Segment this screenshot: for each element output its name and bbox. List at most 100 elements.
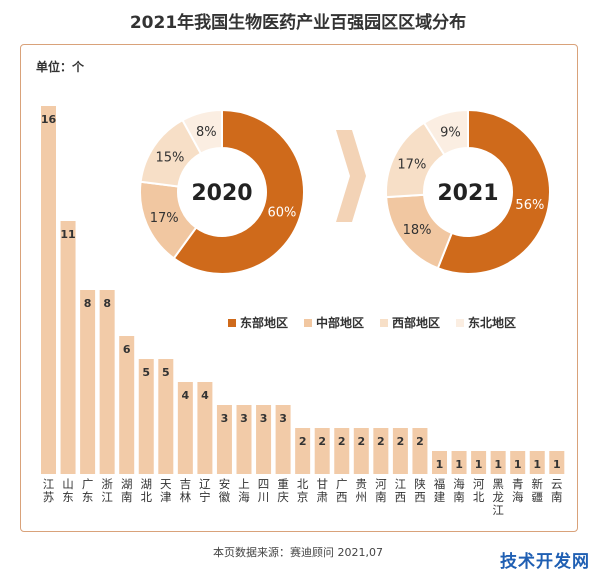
legend: 东部地区 中部地区 西部地区 东北地区 (228, 314, 516, 331)
bar (138, 359, 154, 474)
bar (529, 451, 545, 474)
donut-value-label: 15% (155, 151, 184, 166)
arrow-shape (336, 130, 366, 222)
category-label: 甘肃 (316, 477, 328, 504)
donut-value-label: 9% (440, 126, 461, 141)
legend-item-east: 东部地区 (228, 314, 288, 331)
bar-value-label: 5 (162, 366, 170, 379)
category-label: 湖南 (121, 477, 133, 504)
category-label: 广西 (336, 477, 348, 504)
donut-value-label: 17% (150, 211, 179, 226)
unit-label: 单位：个 (36, 60, 85, 74)
legend-label-northeast: 东北地区 (468, 316, 517, 330)
bar-value-label: 1 (533, 458, 541, 471)
bar (471, 451, 487, 474)
category-label: 新疆 (532, 477, 544, 504)
bar (490, 451, 506, 474)
category-label: 吉林 (180, 477, 192, 504)
bar-value-label: 1 (494, 458, 502, 471)
source-note: 本页数据来源：赛迪顾问 2021,07 (213, 546, 383, 559)
legend-item-west: 西部地区 (380, 314, 440, 331)
bar (158, 359, 174, 474)
bar-value-label: 8 (103, 297, 111, 310)
donut-value-label: 56% (515, 198, 544, 213)
legend-label-east: 东部地区 (240, 316, 289, 330)
bar-value-label: 2 (377, 435, 385, 448)
category-label: 云南 (551, 477, 563, 504)
category-label: 河北 (473, 477, 485, 504)
bar (295, 428, 311, 474)
legend-label-central: 中部地区 (316, 316, 365, 330)
bar (80, 290, 96, 474)
category-label: 天津 (160, 477, 172, 504)
category-label: 河南 (375, 477, 387, 504)
legend-item-northeast: 东北地区 (456, 314, 516, 331)
category-label: 湖北 (141, 477, 153, 504)
bar (99, 290, 115, 474)
bar-value-label: 11 (60, 228, 75, 241)
category-label: 陕西 (414, 477, 426, 504)
category-label: 辽宁 (199, 477, 211, 504)
chart-title: 2021年我国生物医药产业百强园区区域分布 (129, 13, 467, 33)
donut-value-label: 18% (403, 223, 432, 238)
bar (314, 428, 330, 474)
category-label: 山东 (62, 477, 74, 504)
category-label: 江苏 (43, 477, 55, 504)
category-label: 贵州 (356, 477, 368, 504)
category-label: 广东 (82, 477, 94, 504)
category-label: 安徽 (219, 477, 231, 504)
bar (549, 451, 565, 474)
bar-value-label: 2 (318, 435, 326, 448)
bar (373, 428, 389, 474)
bar-value-label: 3 (279, 412, 287, 425)
legend-swatch-northeast (456, 318, 465, 327)
donut-center-label: 2020 (191, 181, 252, 206)
bar (216, 405, 232, 474)
bar-value-label: 8 (84, 297, 92, 310)
category-label: 浙江 (101, 477, 113, 504)
donut-slice (181, 108, 223, 155)
bar-value-label: 16 (41, 113, 57, 126)
legend-swatch-west (380, 318, 389, 327)
bar (412, 428, 428, 474)
bar (177, 382, 193, 474)
donut-slice (172, 108, 305, 275)
legend-swatch-east (228, 318, 236, 327)
category-label: 黑龙江 (492, 477, 504, 517)
bar (236, 405, 252, 474)
donut-slice (436, 108, 551, 275)
bar (334, 428, 350, 474)
category-label: 上海 (238, 477, 250, 504)
bar-value-label: 2 (338, 435, 346, 448)
bar (41, 106, 56, 474)
bar-value-label: 1 (436, 458, 444, 471)
bar-value-label: 2 (397, 435, 405, 448)
bar-value-label: 3 (260, 412, 268, 425)
bar-value-label: 4 (201, 389, 209, 402)
bar-value-label: 1 (553, 458, 561, 471)
donut-slice (422, 108, 469, 157)
legend-swatch-central (304, 318, 313, 327)
bar (256, 405, 272, 474)
bar-value-label: 2 (416, 435, 424, 448)
bar-value-label: 5 (142, 366, 150, 379)
bar (119, 336, 135, 474)
bar (510, 451, 526, 474)
chart-border (20, 44, 578, 532)
category-label: 北京 (297, 477, 309, 504)
donut-value-label: 8% (196, 125, 217, 140)
bar (432, 451, 447, 474)
bar-value-label: 4 (182, 389, 190, 402)
bar (353, 428, 369, 474)
category-label: 四川 (258, 477, 270, 504)
bar-value-label: 3 (240, 412, 248, 425)
bar-value-label: 1 (475, 458, 483, 471)
bar-value-label: 1 (514, 458, 522, 471)
category-label: 海南 (453, 477, 465, 504)
bar (60, 221, 76, 474)
bar (451, 451, 467, 474)
category-label: 青海 (512, 477, 524, 504)
bar-value-label: 1 (455, 458, 463, 471)
bar (275, 405, 291, 474)
